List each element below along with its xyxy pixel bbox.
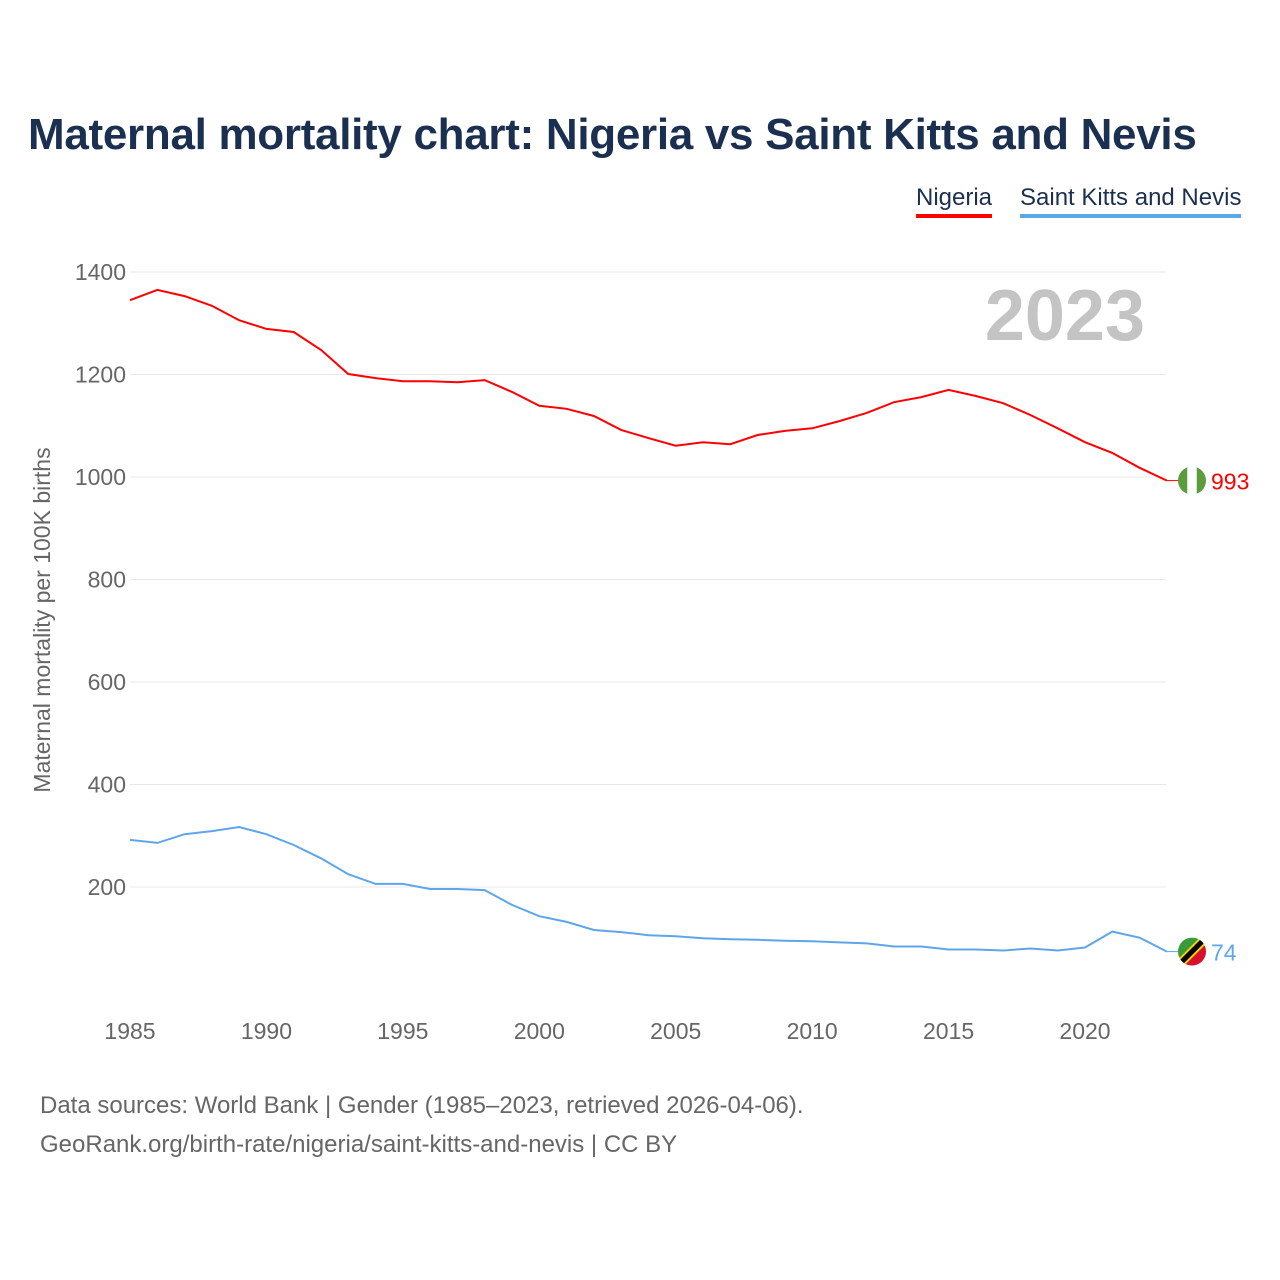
legend-nigeria[interactable]: Nigeria (916, 184, 993, 218)
x-tick-label: 1995 (377, 1018, 428, 1044)
x-tick-label: 1990 (241, 1018, 292, 1044)
nigeria-flag-icon (1178, 466, 1206, 495)
y-axis-label: Maternal mortality per 100K births (29, 447, 55, 792)
url-text[interactable]: GeoRank.org/birth-rate/nigeria/saint-kit… (40, 1131, 678, 1158)
footer: Data sources: World Bank | Gender (1985–… (40, 1086, 804, 1164)
y-tick-label: 400 (88, 772, 126, 798)
y-tick-label: 200 (88, 874, 126, 900)
y-tick-label: 1200 (75, 362, 126, 388)
y-tick-label: 600 (88, 669, 126, 695)
series-line-saint-kitts-and-nevis[interactable] (129, 825, 1168, 953)
end-value-label: 74 (1211, 940, 1237, 966)
x-tick-label: 2015 (923, 1018, 974, 1044)
series-line-nigeria[interactable] (129, 288, 1168, 482)
y-tick-label: 1400 (75, 259, 126, 285)
y-tick-label: 1000 (75, 464, 126, 490)
x-tick-label: 2010 (787, 1018, 838, 1044)
source-text: Data sources: World Bank | Gender (1985–… (40, 1092, 804, 1119)
end-value-label: 993 (1211, 469, 1249, 495)
saint-kitts-and-nevis-flag-icon (1178, 937, 1206, 966)
x-tick-label: 1985 (104, 1018, 155, 1044)
year-watermark: 2023 (985, 276, 1145, 356)
y-tick-label: 800 (88, 567, 126, 593)
chart-title: Maternal mortality chart: Nigeria vs Sai… (28, 110, 1197, 159)
x-tick-label: 2020 (1059, 1018, 1110, 1044)
x-tick-label: 2005 (650, 1018, 701, 1044)
x-tick-label: 2000 (514, 1018, 565, 1044)
legend-saint-kitts-and-nevis[interactable]: Saint Kitts and Nevis (1020, 184, 1242, 218)
